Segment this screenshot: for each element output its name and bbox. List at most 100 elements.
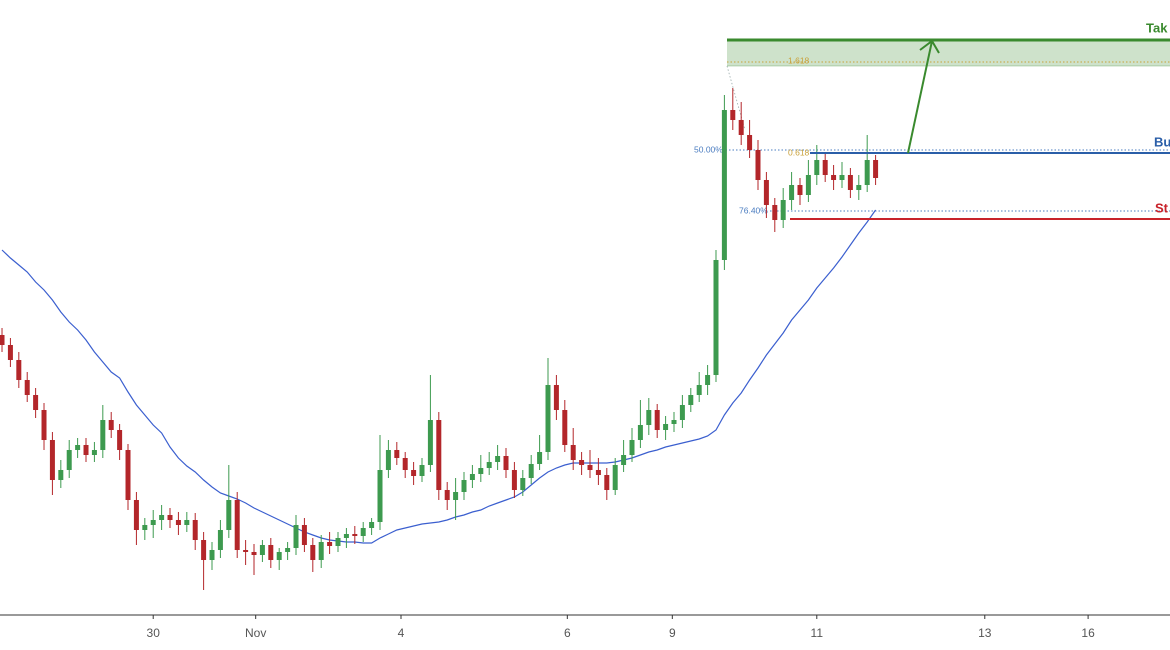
candle-body bbox=[629, 440, 635, 455]
candle-body bbox=[587, 465, 593, 470]
fib-diagonal bbox=[726, 65, 746, 131]
candle-body bbox=[453, 492, 459, 500]
candle-body bbox=[217, 530, 223, 550]
candle-body bbox=[33, 395, 39, 410]
candle-body bbox=[856, 185, 862, 190]
candle-body bbox=[570, 445, 576, 460]
candle-body bbox=[301, 525, 307, 545]
candle-body bbox=[75, 445, 81, 450]
candle-body bbox=[58, 470, 64, 480]
candle-body bbox=[318, 542, 324, 560]
x-tick-label: 6 bbox=[564, 626, 571, 640]
candle-body bbox=[730, 110, 736, 120]
candle-body bbox=[495, 456, 501, 462]
candle-body bbox=[327, 542, 333, 546]
candle-body bbox=[394, 450, 400, 458]
candle-body bbox=[545, 385, 551, 452]
candle-body bbox=[150, 520, 156, 525]
candle-body bbox=[175, 520, 181, 525]
candle-body bbox=[142, 525, 148, 530]
candle-body bbox=[108, 420, 114, 430]
candle-body bbox=[679, 405, 685, 420]
candle-body bbox=[192, 520, 198, 540]
candle-body bbox=[805, 175, 811, 195]
candle-body bbox=[268, 545, 274, 560]
x-tick-label: Nov bbox=[245, 626, 266, 640]
candle-body bbox=[612, 465, 618, 490]
fib-label: 1.618 bbox=[788, 55, 810, 65]
candle-body bbox=[16, 360, 22, 380]
candle-body bbox=[276, 552, 282, 560]
candle-body bbox=[335, 538, 341, 546]
x-tick-label: 16 bbox=[1081, 626, 1095, 640]
candle-body bbox=[511, 470, 517, 490]
candle-body bbox=[528, 464, 534, 478]
candle-body bbox=[377, 470, 383, 522]
candle-body bbox=[763, 180, 769, 205]
candle-body bbox=[621, 455, 627, 465]
candle-body bbox=[343, 534, 349, 538]
candle-body bbox=[184, 520, 190, 525]
candle-body bbox=[0, 335, 5, 345]
candle-body bbox=[251, 552, 257, 555]
candle-body bbox=[259, 545, 265, 555]
candle-body bbox=[705, 375, 711, 385]
candle-body bbox=[814, 160, 820, 175]
candle-body bbox=[385, 450, 391, 470]
candle-body bbox=[159, 515, 165, 520]
candle-body bbox=[595, 470, 601, 475]
candle-body bbox=[553, 385, 559, 410]
fib-label: 50.00% bbox=[694, 144, 723, 154]
candle-body bbox=[671, 420, 677, 424]
candle-body bbox=[663, 424, 669, 430]
candle-body bbox=[402, 458, 408, 470]
candle-body bbox=[864, 160, 870, 185]
candle-body bbox=[234, 500, 240, 550]
candle-body bbox=[411, 470, 417, 476]
fib-label: 0.618 bbox=[788, 147, 810, 157]
candle-body bbox=[360, 528, 366, 536]
candle-body bbox=[721, 110, 727, 260]
candle-body bbox=[873, 160, 879, 178]
candle-body bbox=[91, 450, 97, 455]
candle-body bbox=[604, 475, 610, 490]
moving-average bbox=[1, 209, 877, 544]
candle-body bbox=[444, 490, 450, 500]
candle-body bbox=[822, 160, 828, 175]
candle-body bbox=[520, 478, 526, 490]
candle-body bbox=[461, 480, 467, 492]
candle-body bbox=[696, 385, 702, 395]
candle-body bbox=[117, 430, 123, 450]
candle-body bbox=[243, 550, 249, 552]
candle-body bbox=[780, 200, 786, 220]
candle-body bbox=[537, 452, 543, 464]
candle-body bbox=[167, 515, 173, 520]
entry-label: Bu bbox=[1154, 134, 1170, 149]
candle-body bbox=[41, 410, 47, 440]
candle-body bbox=[436, 420, 442, 490]
candle-body bbox=[419, 465, 425, 476]
candle-body bbox=[755, 150, 761, 180]
candle-body bbox=[503, 456, 509, 470]
candle-body bbox=[486, 462, 492, 468]
candle-body bbox=[654, 410, 660, 430]
x-tick-label: 13 bbox=[978, 626, 992, 640]
candle-body bbox=[469, 474, 475, 480]
candle-body bbox=[226, 500, 232, 530]
candle-body bbox=[637, 425, 643, 440]
x-tick-label: 11 bbox=[811, 626, 824, 640]
candle-body bbox=[831, 175, 837, 180]
x-tick-label: 9 bbox=[669, 626, 676, 640]
candle-body bbox=[83, 445, 89, 455]
x-tick-label: 30 bbox=[147, 626, 161, 640]
stop-label: St bbox=[1155, 200, 1169, 215]
candle-body bbox=[427, 420, 433, 465]
candle-body bbox=[7, 345, 13, 360]
candle-body bbox=[125, 450, 131, 500]
candle-body bbox=[49, 440, 55, 480]
x-tick-label: 4 bbox=[398, 626, 405, 640]
candle-body bbox=[352, 534, 358, 536]
candle-body bbox=[839, 175, 845, 180]
candle-body bbox=[579, 460, 585, 465]
